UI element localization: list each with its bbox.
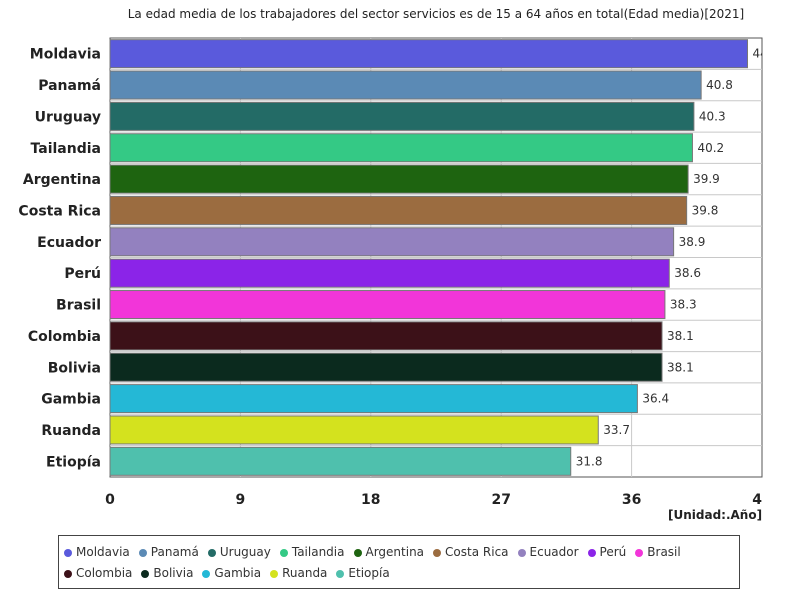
bar-8	[109, 258, 670, 288]
legend-label: Colombia	[76, 566, 133, 580]
legend-label: Bolivia	[153, 566, 194, 580]
legend-label: Moldavia	[76, 545, 130, 559]
category-label: Ruanda	[41, 423, 101, 439]
bar-2	[109, 70, 702, 100]
legend-dot-icon	[517, 548, 526, 557]
category-label: Argentina	[23, 172, 101, 188]
x-tick-label: 27	[491, 492, 510, 508]
legend-dot-icon	[202, 569, 211, 578]
x-tick-label: 45	[752, 492, 771, 508]
legend-label: Brasil	[647, 545, 681, 559]
bar-11	[109, 352, 663, 382]
category-label: Costa Rica	[18, 203, 101, 219]
unit-label: [Unidad:.Año]	[668, 508, 763, 522]
legend-label: Etiopía	[348, 566, 390, 580]
legend-label: Ecuador	[529, 545, 579, 559]
legend-items: Moldavia Panamá Uruguay Tailandia Argentina C…	[64, 542, 735, 584]
labels: 0 9 18 27 36 45 Moldavia 44 Panamá 40.8 Uruguay 40.…	[18, 47, 771, 508]
category-label: Ecuador	[37, 235, 101, 251]
bar-1	[109, 39, 749, 69]
legend-label: Costa Rica	[445, 545, 509, 559]
data-label: 44	[753, 47, 768, 61]
data-label: 38.3	[670, 298, 697, 312]
x-tick-label: 36	[622, 492, 641, 508]
bar-5	[109, 164, 689, 194]
legend-item[interactable]: Panamá	[138, 542, 199, 563]
data-label: 39.9	[693, 172, 720, 186]
legend-dot-icon	[587, 548, 596, 557]
legend-dot-icon	[141, 569, 150, 578]
legend-dot-icon	[279, 548, 288, 557]
bars	[109, 39, 749, 476]
bar-6	[109, 195, 688, 225]
bar-10	[109, 321, 663, 351]
legend-dot-icon	[433, 548, 442, 557]
category-label: Bolivia	[48, 360, 101, 376]
data-label: 33.7	[603, 423, 630, 437]
legend-item[interactable]: Ruanda	[270, 563, 327, 584]
legend-dot-icon	[336, 569, 345, 578]
legend-label: Perú	[599, 545, 627, 559]
category-label: Colombia	[28, 329, 101, 345]
legend-label: Uruguay	[219, 545, 271, 559]
legend-dot-icon	[270, 569, 279, 578]
legend-item[interactable]: Argentina	[353, 542, 425, 563]
legend-dot-icon	[64, 548, 72, 557]
data-label: 36.4	[642, 392, 669, 406]
legend-item[interactable]: Etiopía	[336, 563, 390, 584]
data-label: 40.8	[706, 78, 733, 92]
x-tick-label: 0	[105, 492, 115, 508]
legend-item[interactable]: Gambia	[202, 563, 261, 584]
legend-item[interactable]: Uruguay	[207, 542, 271, 563]
category-label: Panamá	[38, 78, 101, 94]
data-label: 38.6	[674, 266, 701, 280]
chart-title: La edad media de los trabajadores del se…	[127, 7, 745, 21]
data-label: 40.3	[699, 109, 726, 123]
legend-dot-icon	[353, 548, 362, 557]
data-label: 38.1	[667, 329, 694, 343]
x-tick-label: 9	[236, 492, 246, 508]
bar-9	[109, 290, 666, 320]
legend-item[interactable]: Ecuador	[517, 542, 579, 563]
data-label: 38.9	[679, 235, 706, 249]
legend-dot-icon	[207, 548, 216, 557]
legend-label: Tailandia	[291, 545, 345, 559]
legend-item[interactable]: Moldavia	[64, 542, 130, 563]
category-label: Brasil	[56, 298, 101, 314]
legend-dot-icon	[64, 569, 72, 578]
legend-item[interactable]: Tailandia	[279, 542, 345, 563]
bar-14	[109, 446, 572, 476]
legend-label: Gambia	[214, 566, 262, 580]
x-tick-label: 18	[361, 492, 380, 508]
data-label: 38.1	[667, 360, 694, 374]
bar-13	[109, 415, 599, 445]
category-label: Uruguay	[35, 109, 101, 125]
data-label: 31.8	[576, 454, 603, 468]
bar-3	[109, 101, 695, 131]
legend-dot-icon	[635, 548, 644, 557]
category-label: Etiopía	[46, 454, 101, 470]
legend-label: Panamá	[150, 545, 199, 559]
legend-item[interactable]: Bolivia	[141, 563, 193, 584]
data-label: 40.2	[697, 141, 724, 155]
legend-item[interactable]: Perú	[587, 542, 627, 563]
bar-chart: 0 9 18 27 36 45 Moldavia 44 Panamá 40.8 Uruguay 40.…	[18, 37, 771, 508]
legend-label: Argentina	[365, 545, 425, 559]
bar-12	[109, 384, 638, 414]
legend-item[interactable]: Colombia	[64, 563, 132, 584]
category-label: Perú	[64, 266, 101, 282]
category-label: Gambia	[41, 392, 101, 408]
legend-label: Ruanda	[282, 566, 328, 580]
bar-7	[109, 227, 675, 257]
legend-dot-icon	[138, 548, 147, 557]
bar-4	[109, 133, 693, 163]
category-label: Moldavia	[30, 47, 101, 63]
data-label: 39.8	[692, 203, 719, 217]
category-label: Tailandia	[31, 141, 101, 157]
legend: Moldavia Panamá Uruguay Tailandia Argentina C…	[58, 535, 740, 589]
legend-item[interactable]: Costa Rica	[433, 542, 509, 563]
legend-item[interactable]: Brasil	[635, 542, 681, 563]
